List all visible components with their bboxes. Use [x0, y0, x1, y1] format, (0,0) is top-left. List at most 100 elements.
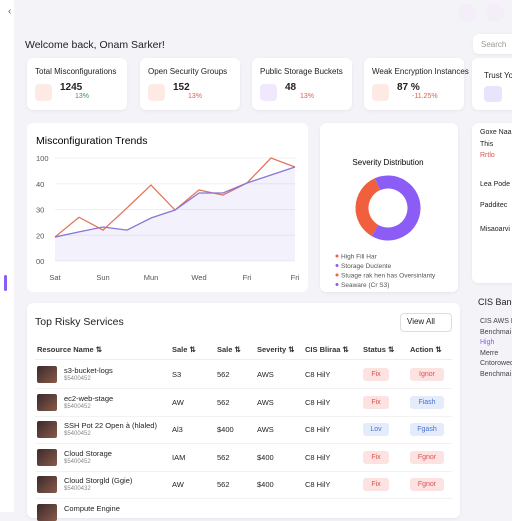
- kpi-label: Weak Encryption Instances: [372, 67, 469, 76]
- trust-card: [472, 58, 512, 110]
- column-header: Action ⇅: [410, 345, 442, 354]
- cis-item: CIS AWS F: [480, 318, 512, 325]
- table-cell: AWS: [257, 370, 274, 379]
- resource-name: ec2-web-stage: [64, 393, 114, 403]
- resource-id: $5400432: [64, 486, 91, 492]
- table-cell: $400: [257, 480, 274, 489]
- kpi-icon: [260, 84, 277, 101]
- row-rule: [35, 470, 452, 472]
- x-tick-label: Fri: [243, 273, 252, 282]
- resource-thumb: [37, 476, 57, 493]
- x-tick-label: Sat: [49, 273, 61, 282]
- column-header: Severity ⇅: [257, 345, 295, 354]
- kpi-card: [27, 58, 127, 110]
- table-cell: 562: [217, 397, 230, 407]
- resource-id: $5400452: [64, 458, 91, 465]
- action-button[interactable]: Fgnor: [410, 450, 444, 464]
- x-tick-label: Wed: [191, 273, 206, 282]
- search-box[interactable]: [473, 34, 512, 54]
- row-rule: [35, 443, 452, 444]
- trend-card: [27, 123, 308, 292]
- table-cell: 562: [217, 370, 230, 379]
- column-header: Sale ⇅: [217, 345, 241, 354]
- table-cell: 562: [217, 480, 230, 489]
- donut-card: [320, 123, 458, 292]
- search-placeholder[interactable]: Search: [481, 40, 507, 49]
- sidebar: [0, 0, 14, 512]
- kpi-value: 87 %: [397, 82, 420, 93]
- kpi-icon: [372, 84, 389, 101]
- back-icon[interactable]: ‹: [8, 6, 12, 17]
- kpi-value: 1245: [60, 82, 83, 93]
- side-item: Misaoarvi: [480, 226, 510, 233]
- cis-item: Benchmai: [480, 370, 512, 378]
- action-button[interactable]: Ignor: [410, 368, 444, 381]
- legend-dot: [335, 273, 339, 277]
- area: [55, 167, 295, 261]
- trust-label: Trust Yo: [484, 71, 512, 80]
- kpi-change: 13%: [75, 93, 90, 100]
- resource-thumb: [37, 448, 57, 466]
- resource-name: Compute Engine: [64, 503, 120, 513]
- table-title: Top Risky Services: [35, 316, 124, 328]
- y-tick-label: 00: [36, 257, 44, 266]
- view-all-label[interactable]: View All: [407, 317, 435, 326]
- table-cell: AW: [172, 480, 184, 489]
- kpi-icon: [148, 84, 165, 101]
- table-cell: AW: [172, 397, 184, 407]
- side-item: Padditec: [480, 202, 508, 209]
- kpi-icon: [35, 84, 52, 101]
- action-button[interactable]: Fgash: [410, 423, 444, 436]
- resource-name: s3-bucket-logs: [64, 366, 113, 375]
- legend-dot: [335, 254, 339, 258]
- table-cell: $400: [257, 452, 274, 462]
- y-tick-label: 100: [36, 154, 49, 163]
- trend-title: Misconfiguration Trends: [36, 135, 147, 147]
- column-header: Status ⇅: [363, 345, 395, 354]
- resource-id: $5400452: [64, 403, 91, 410]
- action-button[interactable]: Fiash: [410, 395, 444, 409]
- resource-thumb: [37, 393, 57, 411]
- resource-thumb: [37, 503, 57, 521]
- table-cell: C8 HilY: [305, 397, 331, 407]
- view-all-button[interactable]: [400, 313, 452, 332]
- kpi-card: [252, 58, 352, 110]
- table-cell: Al3: [172, 425, 183, 434]
- resource-id: $5400452: [64, 431, 91, 437]
- action-button[interactable]: Fgnor: [410, 478, 444, 491]
- resource-thumb: [37, 366, 57, 383]
- row-rule: [35, 388, 452, 389]
- kpi-label: Open Security Groups: [148, 67, 228, 76]
- trust-icon: [484, 86, 502, 102]
- y-tick-label: 20: [36, 231, 44, 240]
- resource-thumb: [37, 421, 57, 438]
- kpi-card: [364, 58, 464, 110]
- kpi-card: [140, 58, 240, 110]
- table-cell: $400: [217, 425, 234, 434]
- table-cell: C8 HilY: [305, 452, 331, 462]
- cis-item: Benchmai: [480, 328, 512, 336]
- table-cell: AWS: [257, 397, 274, 407]
- kpi-value: 152: [173, 82, 190, 93]
- donut-segment: [371, 175, 421, 241]
- status-pill: Lov: [363, 423, 389, 436]
- column-header: CIS Bliraa ⇅: [305, 345, 349, 354]
- kpi-change: 13%: [188, 93, 203, 100]
- table-cell: C8 HilY: [305, 370, 331, 379]
- messages-icon[interactable]: [486, 4, 504, 22]
- greeting: Welcome back, Onam Sarker!: [25, 39, 165, 51]
- legend-label: Storage Duclente: [341, 263, 392, 270]
- settings-icon[interactable]: [458, 4, 476, 22]
- nav-active: [4, 275, 7, 291]
- status-pill: Fix: [363, 450, 389, 464]
- resource-id: $5400452: [64, 376, 91, 382]
- table-cell: S3: [172, 370, 182, 379]
- side-item: Rrtlo: [480, 152, 495, 159]
- side-card: [472, 123, 512, 283]
- resource-name: Cloud Storgld (Ggie): [64, 476, 133, 485]
- table-cell: IAM: [172, 452, 186, 462]
- resource-name: Cloud Storage: [64, 448, 112, 458]
